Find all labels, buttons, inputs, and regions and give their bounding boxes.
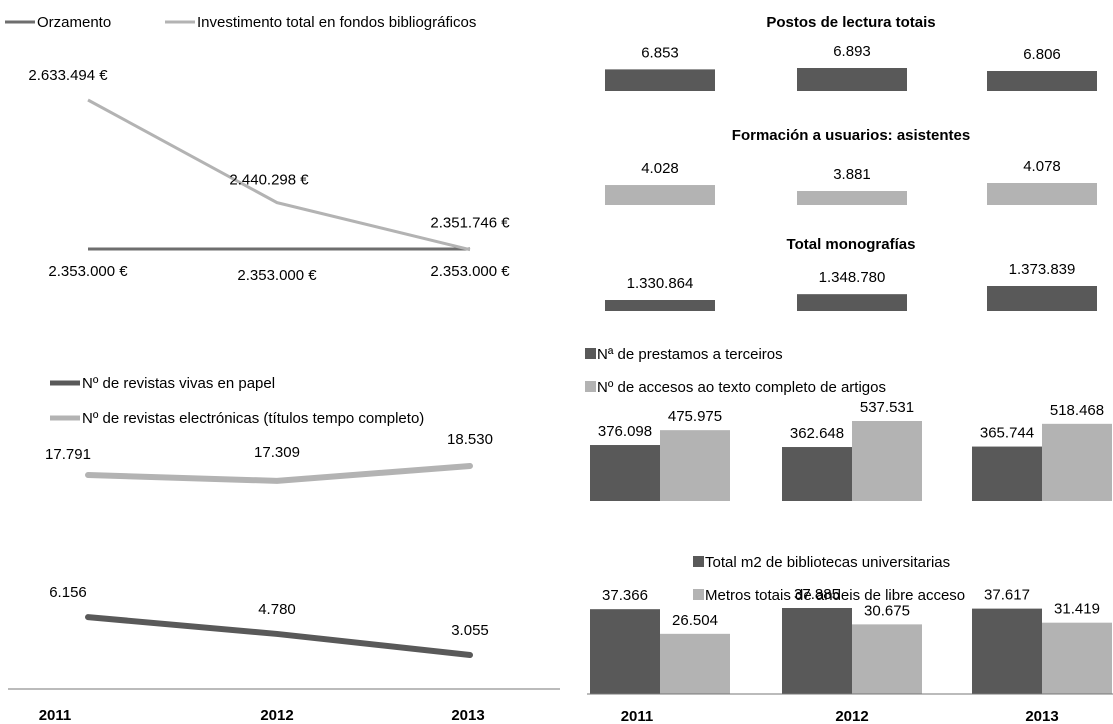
user-training-bar-chart: Formación a usuarios: asistentes 4.028 3.8… <box>605 127 1097 205</box>
legend-label: Investimento total en fondos bibliográfi… <box>197 14 476 31</box>
bar <box>852 421 922 501</box>
legend-label: Orzamento <box>37 14 111 31</box>
data-label: 6.806 <box>1023 46 1061 63</box>
bar <box>797 191 907 205</box>
bar <box>782 608 852 694</box>
loans-access-bar-chart: Nª de prestamos a terceiros Nº de accesos… <box>585 346 1112 501</box>
legend-label: Total m2 de bibliotecas universitarias <box>705 554 950 571</box>
data-label: 2.633.494 € <box>28 67 108 84</box>
chart-title: Formación a usuarios: asistentes <box>732 127 970 144</box>
data-label: 4.028 <box>641 160 679 177</box>
bar <box>782 447 852 501</box>
data-label: 1.373.839 <box>1009 261 1076 278</box>
data-label: 2.353.000 € <box>430 263 510 280</box>
legend-swatch <box>585 348 596 359</box>
legend-label: Nº de revistas vivas en papel <box>82 375 275 392</box>
data-label: 376.098 <box>598 423 652 440</box>
year-tick-label: 2012 <box>835 708 868 724</box>
series-line <box>87 98 471 252</box>
chart-title: Total monografías <box>787 236 916 253</box>
bar <box>987 286 1097 311</box>
data-label: 26.504 <box>672 612 718 629</box>
data-label: 31.419 <box>1054 601 1100 618</box>
bar <box>987 71 1097 91</box>
data-label: 17.791 <box>45 446 91 463</box>
data-label: 1.348.780 <box>819 269 886 286</box>
year-tick-label: 2011 <box>621 708 654 724</box>
bar <box>660 633 730 694</box>
bar <box>605 69 715 91</box>
year-tick-label: 2013 <box>451 707 484 724</box>
bar <box>605 185 715 205</box>
bar <box>987 183 1097 205</box>
data-label: 37.617 <box>984 587 1030 604</box>
data-label: 3.881 <box>833 166 871 183</box>
data-label: 2.440.298 € <box>229 172 309 189</box>
legend-label: Nª de prestamos a terceiros <box>597 346 783 363</box>
data-label: 6.893 <box>833 43 871 60</box>
data-label: 518.468 <box>1050 402 1104 419</box>
data-label: 2.353.000 € <box>48 263 128 280</box>
data-label: 4.078 <box>1023 158 1061 175</box>
legend-swatch <box>693 589 704 600</box>
reading-seats-bar-chart: Postos de lectura totais 6.853 6.893 6.806 <box>605 14 1097 91</box>
legend-label: Nº de accesos ao texto completo de artig… <box>597 379 886 396</box>
year-tick-label: 2012 <box>260 707 293 724</box>
space-shelves-bar-chart: Total m2 de bibliotecas universitarias Me… <box>590 554 1112 694</box>
bar <box>605 300 715 311</box>
chart-title: Postos de lectura totais <box>766 14 935 31</box>
bar <box>797 294 907 311</box>
data-label: 6.156 <box>49 584 87 601</box>
bar <box>972 446 1042 501</box>
data-label: 6.853 <box>641 44 679 61</box>
data-label: 18.530 <box>447 431 493 448</box>
data-label: 37.885 <box>794 586 840 603</box>
data-label: 1.330.864 <box>627 275 694 292</box>
data-label: 2.353.000 € <box>237 267 317 284</box>
bar <box>590 445 660 501</box>
bar <box>590 609 660 694</box>
data-label: 37.366 <box>602 587 648 604</box>
data-label: 2.351.746 € <box>430 215 510 232</box>
year-axes: 2011 2011 2012 2012 2013 2013 <box>8 688 1113 724</box>
data-label: 362.648 <box>790 425 844 442</box>
data-label: 475.975 <box>668 408 722 425</box>
bar <box>1042 423 1112 501</box>
legend-swatch <box>585 381 596 392</box>
legend-label: Nº de revistas electrónicas (títulos tem… <box>82 410 424 427</box>
data-label: 30.675 <box>864 602 910 619</box>
journals-line-chart: Nº de revistas vivas en papel Nº de revis… <box>45 375 493 658</box>
bar <box>852 624 922 694</box>
monographs-bar-chart: Total monografías 1.330.864 1.348.780 1.373… <box>605 236 1097 311</box>
bar <box>1042 622 1112 694</box>
data-label: 365.744 <box>980 425 1034 442</box>
budget-line-chart: Orzamento Investimento total en fondos bi… <box>5 14 510 284</box>
year-tick-label: 2011 <box>39 707 72 724</box>
year-tick-label: 2013 <box>1025 708 1058 724</box>
bar <box>797 68 907 91</box>
series-line <box>85 614 473 658</box>
data-label: 537.531 <box>860 399 914 416</box>
bar <box>660 430 730 501</box>
data-label: 4.780 <box>258 601 296 618</box>
legend-label: Metros totais de andeis de libre acceso <box>705 587 965 604</box>
data-label: 3.055 <box>451 622 489 639</box>
bar <box>972 608 1042 694</box>
data-label: 17.309 <box>254 444 300 461</box>
legend-swatch <box>693 556 704 567</box>
series-line <box>85 462 473 484</box>
